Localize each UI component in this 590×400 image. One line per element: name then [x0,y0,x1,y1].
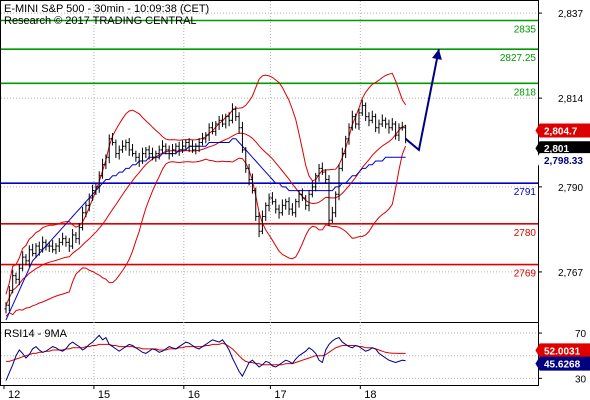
price-tag-1-bg [535,141,590,156]
rsi-ma-line [6,342,406,366]
support-resistance-levels: 2835 2827.25 2818 2791 2780 2769 [1,19,538,280]
price-tag-1-label: 2,801 [544,144,569,155]
time-axis-label-17: 17 [274,389,286,400]
price-tag-2-bg [535,153,590,168]
price-bars [4,99,408,314]
rsi-axis-label: 70 [575,329,587,340]
rsi-panel-frame [0,322,539,386]
time-axis-label-12: 12 [8,389,20,400]
chart-header-line2: Research © 2017 TRADING CENTRAL [4,15,197,27]
time-axis-label-15: 15 [98,389,110,400]
time-axis-label-18: 18 [364,389,376,400]
rsi-tag-1-bg [535,356,590,371]
forecast-arrowhead [432,49,442,60]
rsi-tag-1-label: 45.6268 [544,360,581,371]
price-tag-0-label: 2,804.7 [544,127,578,138]
price-tag-0-bg [535,123,590,138]
price-axis-label: 2,767 [558,268,583,279]
price-axis-label: 2,814 [558,94,583,105]
rsi-axis-label: 30 [575,374,587,385]
rsi-tag-0-label: 52.0031 [544,346,581,357]
level-label-2780: 2780 [514,228,537,239]
bollinger-lower-band [5,145,407,317]
time-axis-label-16: 16 [188,389,200,400]
rsi-panel-title: RSI14 - 9MA [4,328,68,340]
grid-lines [1,1,538,385]
level-label-2835: 2835 [514,24,537,35]
rsi-line [5,334,406,381]
price-panel-frame [0,0,539,323]
price-axis-label: 2,837 [558,9,583,20]
forecast-arrow [404,48,442,152]
time-axis: 12 15 16 17 18 [3,385,377,400]
rsi-tag-0-bg [535,343,590,358]
level-label-2791: 2791 [514,187,537,198]
level-label-2769: 2769 [514,269,537,280]
forecast-path [404,48,440,152]
chart-header-line1: E-MINI S&P 500 - 30min - 10:09:38 (CET) [4,3,209,15]
rsi-lines [5,334,406,381]
level-label-2827.25: 2827.25 [500,53,537,64]
price-tag-2-label: 2,798.33 [544,156,583,167]
price-axis-label: 2,790 [558,183,583,194]
level-label-2818: 2818 [514,87,537,98]
